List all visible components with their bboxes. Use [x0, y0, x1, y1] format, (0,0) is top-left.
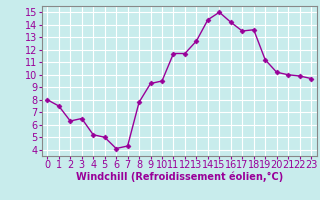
X-axis label: Windchill (Refroidissement éolien,°C): Windchill (Refroidissement éolien,°C) [76, 172, 283, 182]
